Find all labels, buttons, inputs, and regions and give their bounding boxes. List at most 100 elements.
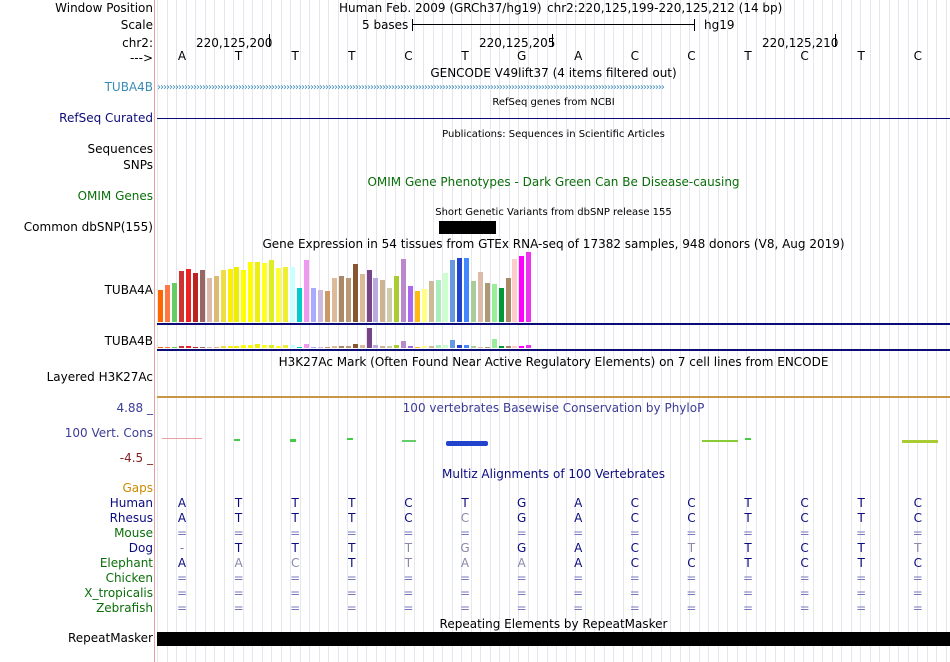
gtex-tissue-bar[interactable] (442, 273, 448, 322)
gtex-tissue-bar[interactable] (234, 267, 240, 322)
gtex-tissue-bar[interactable] (158, 347, 163, 348)
multiz-species-label[interactable]: Elephant (99, 556, 153, 570)
gtex-tissue-bar[interactable] (526, 345, 532, 348)
gtex-tissue-bar[interactable] (248, 262, 254, 322)
gtex-tissue-bar[interactable] (401, 341, 407, 348)
gtex-tissue-bar[interactable] (310, 347, 316, 348)
gtex-tissue-bar[interactable] (345, 278, 351, 322)
gtex-tissue-bar[interactable] (164, 347, 170, 348)
gtex-tissue-bar[interactable] (317, 347, 323, 348)
gtex-tissue-bar[interactable] (262, 345, 268, 348)
gtex-tissue-bar[interactable] (408, 286, 414, 322)
gtex-tissue-bar[interactable] (387, 346, 393, 348)
gtex-tissue-bar[interactable] (248, 345, 254, 348)
refseq-gene-feature[interactable] (157, 118, 950, 119)
h3k27ac-track-title[interactable]: H3K27Ac Mark (Often Found Near Active Re… (278, 355, 829, 369)
gtex-tissue-bar[interactable] (498, 288, 504, 322)
gtex-tissue-bar[interactable] (269, 260, 275, 322)
gtex-tissue-bar[interactable] (199, 270, 205, 322)
gtex-tissue-bar[interactable] (449, 260, 455, 322)
gtex-tissue-bar[interactable] (213, 276, 219, 322)
gtex-tissue-bar[interactable] (297, 288, 302, 322)
gtex-tissue-bar[interactable] (276, 346, 282, 348)
multiz-species-label[interactable]: X_tropicalis (84, 586, 153, 600)
gtex-tissue-bar[interactable] (290, 267, 296, 322)
gtex-tissue-bar[interactable] (408, 346, 414, 348)
gtex-tissue-bar[interactable] (290, 345, 296, 348)
gtex-tissue-bar[interactable] (422, 289, 428, 322)
gtex-tissue-bar[interactable] (303, 260, 309, 322)
gtex-tissue-bar[interactable] (394, 276, 400, 322)
multiz-species-label[interactable]: Chicken (105, 571, 153, 585)
gtex-tuba4a-label[interactable]: TUBA4A (104, 283, 153, 297)
gtex-tissue-bar[interactable] (345, 346, 351, 348)
gtex-tissue-bar[interactable] (241, 270, 247, 322)
gencode-track-title[interactable]: GENCODE V49lift37 (4 items filtered out) (430, 66, 677, 80)
gtex-tissue-bar[interactable] (352, 264, 358, 322)
gtex-tissue-bar[interactable] (366, 270, 372, 322)
h3k27ac-signal[interactable] (157, 396, 950, 398)
gtex-tissue-bar[interactable] (192, 347, 198, 348)
publications-snps-label[interactable]: SNPs (123, 158, 153, 172)
gtex-tissue-bar[interactable] (317, 290, 323, 322)
refseq-track-title[interactable]: RefSeq genes from NCBI (492, 97, 615, 108)
omim-track-title[interactable]: OMIM Gene Phenotypes - Dark Green Can Be… (367, 175, 740, 189)
gtex-tissue-bar[interactable] (505, 278, 511, 322)
gtex-tissue-bar[interactable] (171, 347, 177, 348)
gencode-track-label[interactable]: TUBA4B (104, 80, 153, 94)
gtex-tissue-bar[interactable] (449, 340, 455, 348)
gtex-tissue-bar[interactable] (387, 288, 393, 322)
gtex-tissue-bar[interactable] (276, 268, 282, 322)
gtex-tissue-bar[interactable] (338, 276, 344, 322)
multiz-species-label[interactable]: Dog (128, 541, 153, 555)
gtex-tissue-bar[interactable] (456, 258, 462, 322)
gtex-tissue-bar[interactable] (470, 281, 476, 322)
gtex-tissue-bar[interactable] (352, 344, 358, 348)
gtex-tissue-bar[interactable] (185, 346, 191, 348)
gtex-tissue-bar[interactable] (394, 345, 400, 348)
gtex-tissue-bar[interactable] (415, 347, 421, 348)
gtex-tissue-bar[interactable] (436, 280, 441, 322)
gtex-tissue-bar[interactable] (380, 346, 386, 348)
gtex-tissue-bar[interactable] (512, 346, 518, 348)
gtex-tissue-bar[interactable] (484, 347, 490, 348)
gtex-tissue-bar[interactable] (206, 347, 212, 348)
gtex-tissue-bar[interactable] (331, 278, 337, 322)
multiz-gaps-label[interactable]: Gaps (122, 481, 153, 495)
gtex-track-title[interactable]: Gene Expression in 54 tissues from GTEx … (262, 237, 845, 251)
gtex-tissue-bar[interactable] (401, 259, 407, 322)
gtex-tissue-bar[interactable] (442, 345, 448, 348)
gtex-tissue-bar[interactable] (220, 346, 226, 348)
gtex-tissue-bar[interactable] (220, 270, 226, 322)
h3k27ac-track-label[interactable]: Layered H3K27Ac (46, 370, 153, 384)
phylop-track-label[interactable]: 100 Vert. Cons (64, 426, 153, 440)
gtex-tissue-bar[interactable] (213, 347, 219, 348)
publications-track-title[interactable]: Publications: Sequences in Scientific Ar… (442, 129, 665, 140)
omim-track-label[interactable]: OMIM Genes (77, 189, 153, 203)
gtex-tissue-bar[interactable] (477, 347, 483, 348)
gtex-tissue-bar[interactable] (429, 281, 435, 322)
gtex-tissue-bar[interactable] (324, 347, 330, 348)
gtex-tissue-bar[interactable] (359, 274, 365, 322)
gtex-tissue-bar[interactable] (185, 269, 191, 322)
gtex-tissue-bar[interactable] (366, 328, 372, 348)
phylop-track-title[interactable]: 100 vertebrates Basewise Conservation by… (402, 401, 705, 415)
gtex-tissue-bar[interactable] (297, 347, 302, 348)
gtex-tissue-bar[interactable] (491, 339, 497, 348)
gtex-tissue-bar[interactable] (303, 344, 309, 348)
gtex-tissue-bar[interactable] (415, 291, 421, 322)
gtex-tissue-bar[interactable] (373, 278, 379, 322)
gtex-tissue-bar[interactable] (359, 345, 365, 348)
gtex-tissue-bar[interactable] (456, 345, 462, 348)
gtex-tissue-bar[interactable] (338, 346, 344, 348)
refseq-track-label[interactable]: RefSeq Curated (59, 111, 153, 125)
gtex-tissue-bar[interactable] (324, 291, 330, 322)
gtex-tissue-bar[interactable] (178, 271, 184, 322)
gtex-tissue-bar[interactable] (171, 283, 177, 322)
gtex-tissue-bar[interactable] (526, 252, 532, 322)
gtex-tissue-bar[interactable] (199, 347, 205, 348)
gtex-tuba4b-label[interactable]: TUBA4B (104, 334, 153, 348)
gtex-tissue-bar[interactable] (269, 345, 275, 348)
gtex-tissue-bar[interactable] (206, 278, 212, 322)
gtex-tissue-bar[interactable] (519, 256, 525, 322)
